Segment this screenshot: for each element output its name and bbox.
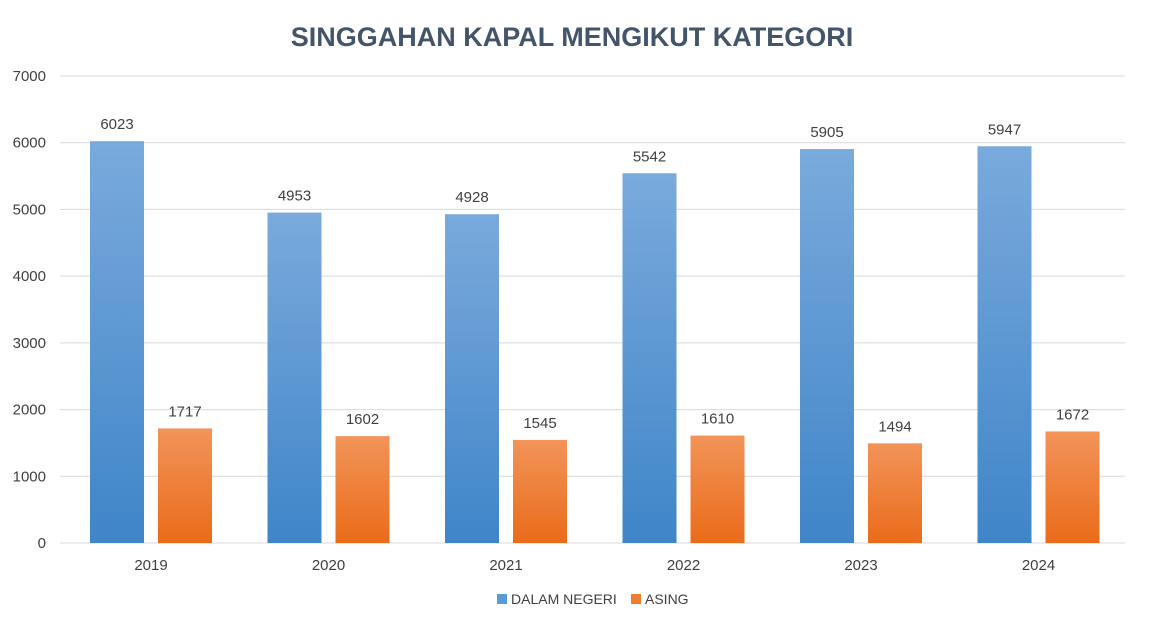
data-label-dalam-negeri-2019: 6023 [100, 116, 133, 133]
data-label-asing-2020: 1602 [346, 411, 379, 428]
legend: DALAM NEGERI ASING [497, 591, 689, 607]
x-tick-label-2021: 2021 [489, 557, 522, 574]
data-label-dalam-negeri-2024: 5947 [988, 121, 1021, 138]
bar-asing-2020 [335, 436, 390, 543]
legend-swatch [497, 594, 507, 604]
gridlines [60, 75, 1125, 544]
data-label-asing-2019: 1717 [168, 403, 201, 420]
data-label-dalam-negeri-2021: 4928 [455, 189, 488, 206]
bar-asing-2024 [1045, 431, 1100, 543]
legend-label: DALAM NEGERI [511, 591, 617, 607]
data-label-asing-2023: 1494 [878, 418, 911, 435]
bar-dalam-negeri-2021 [445, 214, 499, 543]
y-tick-label: 7000 [13, 68, 46, 85]
x-axis-tick-labels: 2019 2020 2021 2022 2023 2024 [134, 557, 1055, 574]
bar-dalam-negeri-2022 [622, 173, 677, 544]
legend-item-dalam-negeri: DALAM NEGERI [497, 591, 617, 607]
y-axis-tick-labels: 0 1000 2000 3000 4000 5000 6000 7000 [13, 68, 46, 552]
x-tick-label-2019: 2019 [134, 557, 167, 574]
bar-dalam-negeri-2020 [267, 212, 322, 543]
legend-item-asing: ASING [631, 591, 689, 607]
bar-dalam-negeri-2023 [800, 149, 854, 544]
x-tick-label-2020: 2020 [312, 557, 345, 574]
data-label-dalam-negeri-2023: 5905 [810, 124, 843, 141]
data-label-asing-2021: 1545 [523, 415, 556, 432]
x-tick-label-2022: 2022 [667, 557, 700, 574]
y-tick-label: 4000 [13, 268, 46, 285]
bar-dalam-negeri-2024 [977, 146, 1032, 544]
y-tick-label: 5000 [13, 201, 46, 218]
data-label-asing-2022: 1610 [701, 411, 734, 428]
bar-asing-2019 [158, 428, 212, 543]
data-label-asing-2024: 1672 [1056, 406, 1089, 423]
legend-label: ASING [645, 591, 689, 607]
bar-asing-2022 [690, 435, 745, 543]
bar-asing-2021 [513, 439, 567, 543]
y-tick-label: 0 [38, 535, 46, 552]
y-tick-label: 6000 [13, 135, 46, 152]
x-tick-label-2023: 2023 [844, 557, 877, 574]
data-label-dalam-negeri-2020: 4953 [278, 188, 311, 205]
y-tick-label: 3000 [13, 335, 46, 352]
bar-asing-2023 [868, 443, 922, 543]
legend-swatch [631, 594, 641, 604]
y-tick-label: 2000 [13, 402, 46, 419]
bars [90, 141, 1100, 544]
x-tick-label-2024: 2024 [1022, 557, 1055, 574]
y-tick-label: 1000 [13, 468, 46, 485]
data-labels: 6023 1717 4953 1602 4928 1545 5542 1610 5905 1494… [100, 116, 1089, 435]
chart-title: SINGGAHAN KAPAL MENGIKUT KATEGORI [291, 22, 854, 52]
data-label-dalam-negeri-2022: 5542 [633, 148, 666, 165]
bar-dalam-negeri-2019 [90, 141, 144, 543]
